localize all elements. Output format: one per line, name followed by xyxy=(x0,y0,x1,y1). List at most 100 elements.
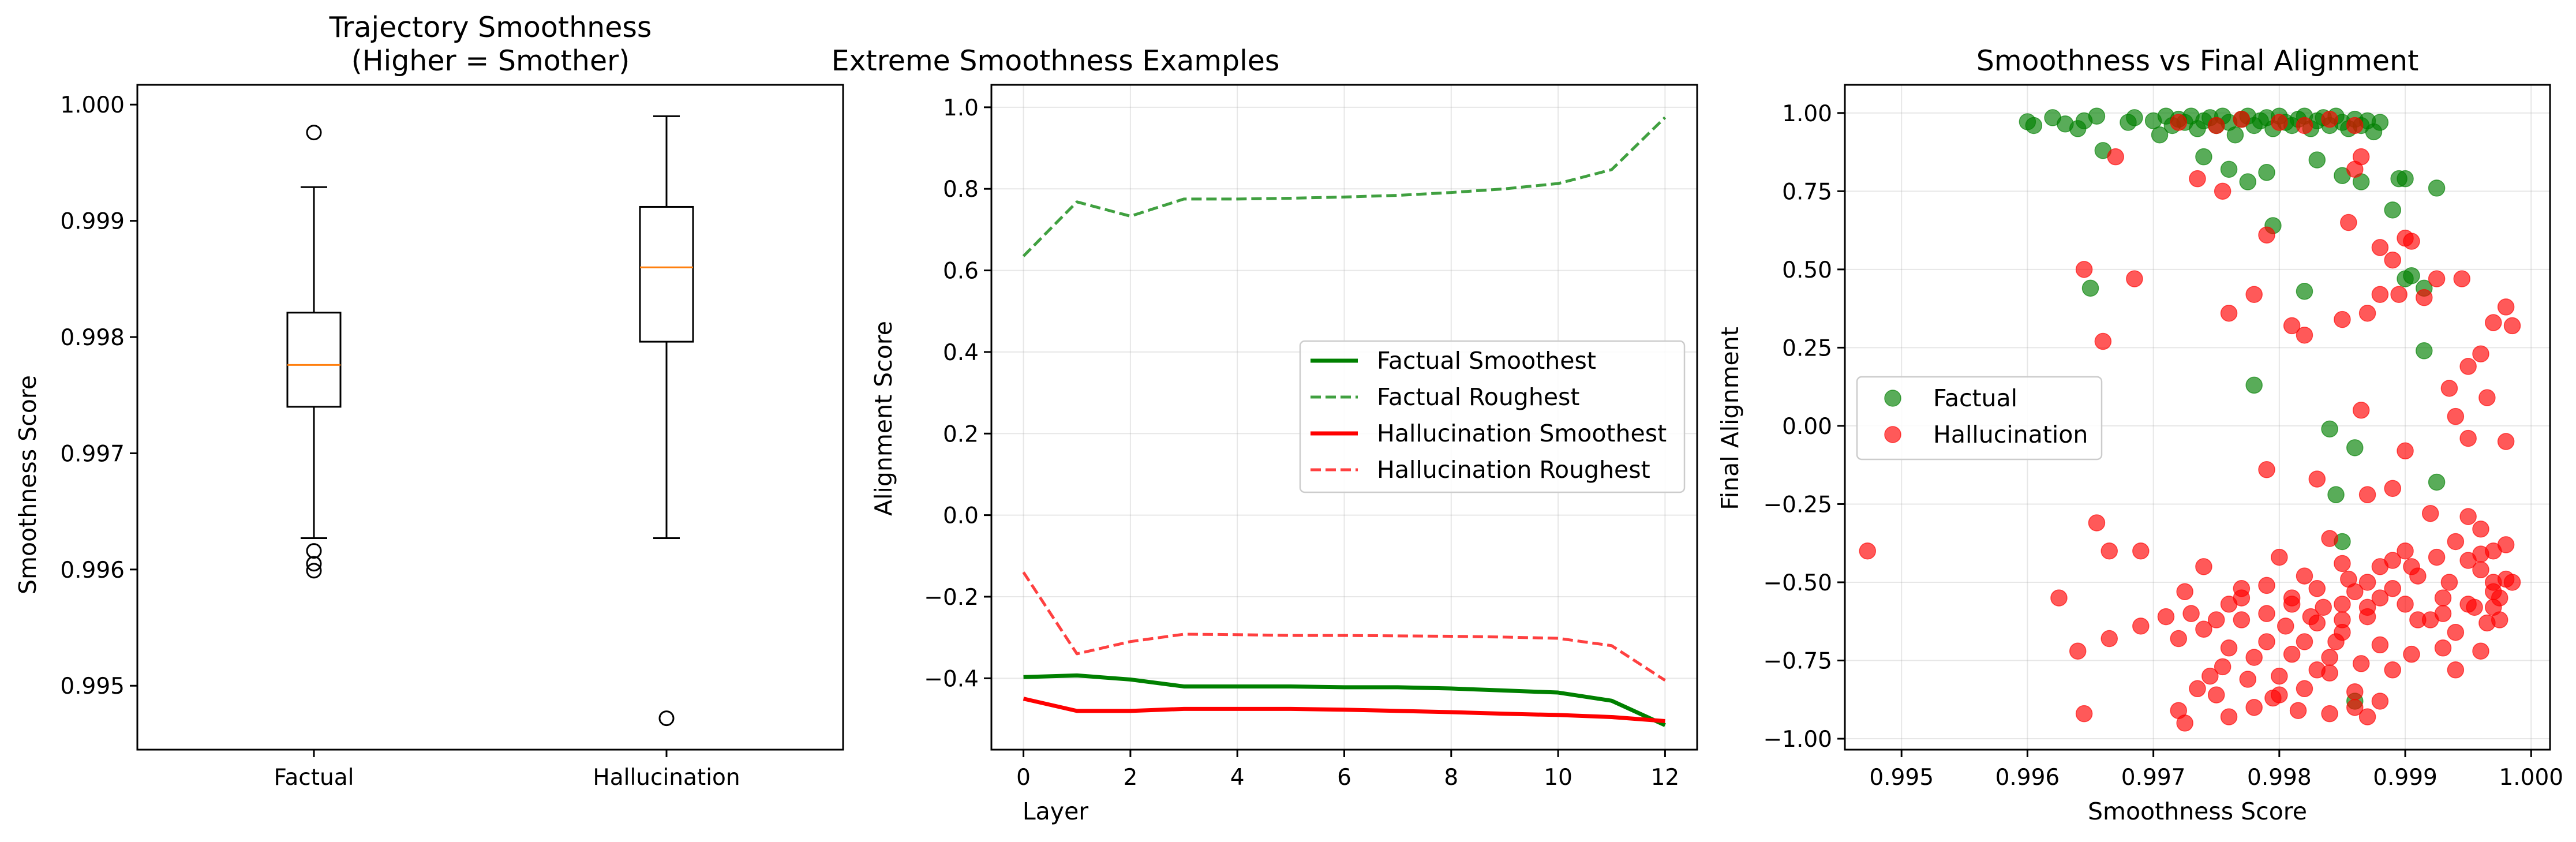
scatter-point-hallucination xyxy=(2358,608,2376,626)
line-chart-x-tick-label: 4 xyxy=(1230,765,1245,791)
scatter-point-hallucination xyxy=(2321,530,2338,547)
scatter-point-hallucination xyxy=(2107,148,2124,166)
line-chart-x-tick-label: 2 xyxy=(1123,765,1137,791)
scatter-point-hallucination xyxy=(2245,286,2263,303)
scatter-point-hallucination xyxy=(2371,239,2389,256)
scatter-point-hallucination xyxy=(2271,667,2288,685)
scatter-point-hallucination xyxy=(2352,402,2370,419)
scatter-point-hallucination xyxy=(2302,608,2320,626)
scatter-point-hallucination xyxy=(2289,702,2307,719)
scatter-point-hallucination xyxy=(2346,117,2364,134)
scatter-point-factual xyxy=(2239,173,2257,190)
scatter-point-factual xyxy=(2397,170,2414,188)
legend-label-hallucination-roughest: Hallucination Roughest xyxy=(1377,456,1650,484)
scatter-point-hallucination xyxy=(2207,117,2225,134)
scatter-x-tick-label: 0.996 xyxy=(1995,765,2060,791)
scatter-point-hallucination xyxy=(2453,270,2470,287)
scatter-point-hallucination xyxy=(2384,580,2401,597)
scatter-point-factual xyxy=(2371,114,2389,131)
scatter-point-factual xyxy=(2220,160,2238,178)
scatter-point-hallucination xyxy=(2440,380,2458,397)
scatter-point-hallucination xyxy=(2207,686,2225,703)
scatter-point-factual xyxy=(2428,473,2446,491)
scatter-point-hallucination xyxy=(2397,442,2414,460)
scatter-point-factual xyxy=(2321,420,2338,438)
scatter-y-tick-label: 1.00 xyxy=(1782,101,1832,127)
line-chart-x-tick-label: 0 xyxy=(1016,765,1031,791)
legend-label-factual-roughest: Factual Roughest xyxy=(1377,383,1579,411)
scatter-point-factual xyxy=(2025,117,2043,134)
line-chart-y-tick-label: 0.8 xyxy=(943,177,979,203)
scatter-point-hallucination xyxy=(2340,214,2357,231)
scatter-point-hallucination xyxy=(2321,110,2338,128)
scatter-point-hallucination xyxy=(2459,508,2477,525)
scatter-point-hallucination xyxy=(2283,317,2301,335)
boxplot-panel: Trajectory Smoothness (Higher = Smother)… xyxy=(14,11,844,791)
scatter-point-hallucination xyxy=(2315,598,2332,616)
scatter-y-axis-label: Final Alignment xyxy=(1716,327,1744,510)
scatter-point-hallucination xyxy=(2403,558,2420,575)
line-chart-x-tick-label: 12 xyxy=(1651,765,1680,791)
boxplot-outlier-factual xyxy=(306,563,322,579)
scatter-point-factual xyxy=(2195,148,2212,166)
boxplot-y-tick-label: 1.000 xyxy=(60,92,125,118)
scatter-point-hallucination xyxy=(2352,148,2370,166)
scatter-point-hallucination xyxy=(2416,289,2433,306)
scatter-point-hallucination xyxy=(2258,226,2275,244)
scatter-point-hallucination xyxy=(2447,623,2465,641)
scatter-point-hallucination xyxy=(2384,480,2401,497)
scatter-point-hallucination xyxy=(2403,233,2420,250)
boxplot-x-tick-label-hallucination: Hallucination xyxy=(593,765,740,791)
scatter-point-hallucination xyxy=(2308,580,2326,597)
scatter-point-hallucination xyxy=(2182,605,2200,622)
scatter-point-hallucination xyxy=(2195,558,2212,575)
scatter-x-tick-label: 0.999 xyxy=(2373,765,2438,791)
scatter-point-hallucination xyxy=(2233,110,2251,128)
scatter-point-hallucination xyxy=(2497,536,2515,553)
line-chart-legend-box xyxy=(1299,340,1686,493)
line-chart-x-tick-label: 6 xyxy=(1337,765,1351,791)
boxplot-axes-frame xyxy=(136,84,844,751)
boxplot-title-line-1: Trajectory Smoothness xyxy=(329,11,652,44)
scatter-point-hallucination xyxy=(2503,317,2521,335)
scatter-point-hallucination xyxy=(2447,661,2465,679)
legend-marker-factual xyxy=(1884,390,1901,407)
scatter-x-tick-label: 0.998 xyxy=(2247,765,2312,791)
scatter-point-hallucination xyxy=(2258,461,2275,478)
scatter-point-hallucination xyxy=(2459,429,2477,447)
boxplot-boxes xyxy=(286,115,694,727)
scatter-point-factual xyxy=(2296,283,2313,300)
scatter-point-hallucination xyxy=(2075,261,2093,278)
line-series-factual-roughest xyxy=(1022,116,1667,257)
boxplot-y-ticks: 0.995 0.996 0.997 0.998 0.999 1.000 xyxy=(60,92,137,699)
scatter-point-hallucination xyxy=(2421,504,2439,522)
boxplot-outlier-factual xyxy=(306,543,322,559)
scatter-point-hallucination xyxy=(2321,664,2338,682)
scatter-point-hallucination xyxy=(2258,605,2275,622)
scatter-point-factual xyxy=(2245,376,2263,394)
scatter-panel: Smoothness vs Final Alignment Final Alig… xyxy=(1716,44,2563,825)
scatter-point-factual xyxy=(2308,151,2326,169)
scatter-point-hallucination xyxy=(2352,655,2370,672)
line-series-hallucination-roughest xyxy=(1022,571,1666,682)
scatter-point-hallucination xyxy=(2503,574,2521,591)
scatter-point-hallucination xyxy=(2428,548,2446,566)
line-chart-title: Extreme Smoothness Examples xyxy=(832,44,1280,77)
line-chart-x-axis-label: Layer xyxy=(1023,798,1088,825)
scatter-point-hallucination xyxy=(2296,326,2313,344)
scatter-y-tick-label: 0.75 xyxy=(1782,179,1832,205)
line-chart-y-tick-label: −0.2 xyxy=(924,585,979,611)
scatter-y-tick-label: 0.25 xyxy=(1782,335,1832,361)
scatter-point-hallucination xyxy=(2101,542,2118,560)
scatter-point-hallucination xyxy=(2434,639,2452,657)
scatter-point-hallucination xyxy=(2371,636,2389,654)
legend-label-hallucination-smoothest: Hallucination Smoothest xyxy=(1377,420,1667,447)
scatter-point-hallucination xyxy=(2397,542,2414,560)
scatter-point-hallucination xyxy=(2472,642,2489,660)
scatter-point-hallucination xyxy=(2371,693,2389,710)
scatter-point-hallucination xyxy=(2371,286,2389,303)
scatter-point-hallucination xyxy=(2358,486,2376,503)
scatter-point-hallucination xyxy=(2434,589,2452,607)
scatter-point-hallucination xyxy=(2233,611,2251,628)
